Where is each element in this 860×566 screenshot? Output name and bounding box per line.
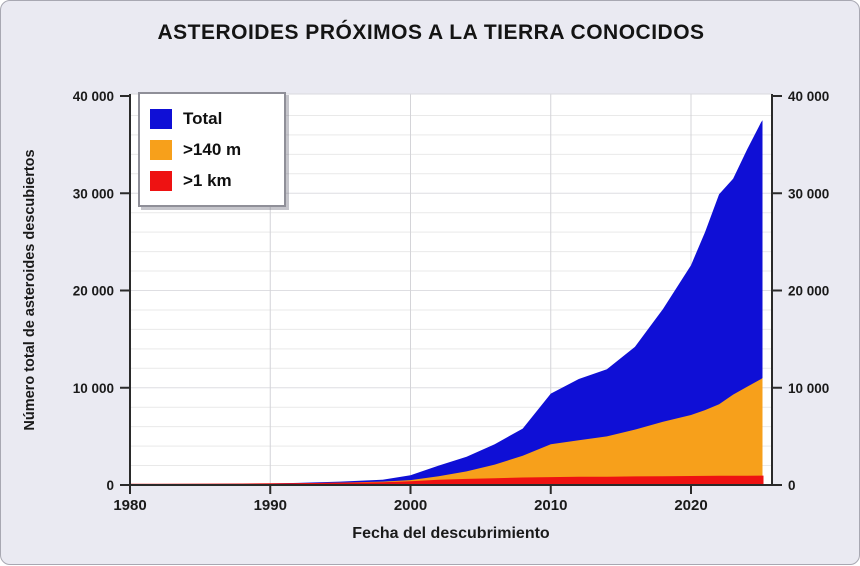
y-tick-label-right: 20 000 [788, 284, 829, 299]
y-tick-label-left: 20 000 [73, 284, 114, 299]
legend-swatch-gt1km [150, 170, 172, 191]
area-gt140m [130, 378, 763, 485]
chart-title: ASTEROIDES PRÓXIMOS A LA TIERRA CONOCIDO… [157, 21, 705, 44]
legend-item-total: Total [150, 103, 274, 134]
legend-label-gt1km: >1 km [183, 170, 232, 190]
legend-swatch-gt140m [150, 139, 172, 160]
legend-label-total: Total [183, 108, 223, 128]
legend: Total >140 m >1 km [138, 92, 286, 207]
y-tick-label-left: 0 [106, 478, 114, 493]
x-tick-label: 2000 [394, 497, 427, 514]
y-tick-label-right: 30 000 [788, 186, 829, 201]
x-axis-title: Fecha del descubrimiento [352, 525, 550, 542]
y-tick-label-right: 40 000 [788, 89, 829, 104]
y-tick-label-right: 0 [788, 478, 796, 493]
x-tick-label: 1980 [113, 497, 146, 514]
y-tick-label-left: 30 000 [73, 186, 114, 201]
x-tick-label: 2020 [674, 497, 707, 514]
y-tick-label-left: 40 000 [73, 89, 114, 104]
x-tick-label: 2010 [534, 497, 567, 514]
area-total [130, 120, 763, 486]
legend-item-gt140m: >140 m [150, 134, 274, 165]
legend-label-gt140m: >140 m [183, 139, 242, 159]
y-tick-label-left: 10 000 [73, 381, 114, 396]
legend-swatch-total [150, 108, 172, 129]
y-tick-label-right: 10 000 [788, 381, 829, 396]
legend-item-gt1km: >1 km [150, 165, 274, 196]
x-tick-label: 1990 [254, 497, 287, 514]
y-axis-title: Número total de asteroides descubiertos [22, 149, 38, 431]
